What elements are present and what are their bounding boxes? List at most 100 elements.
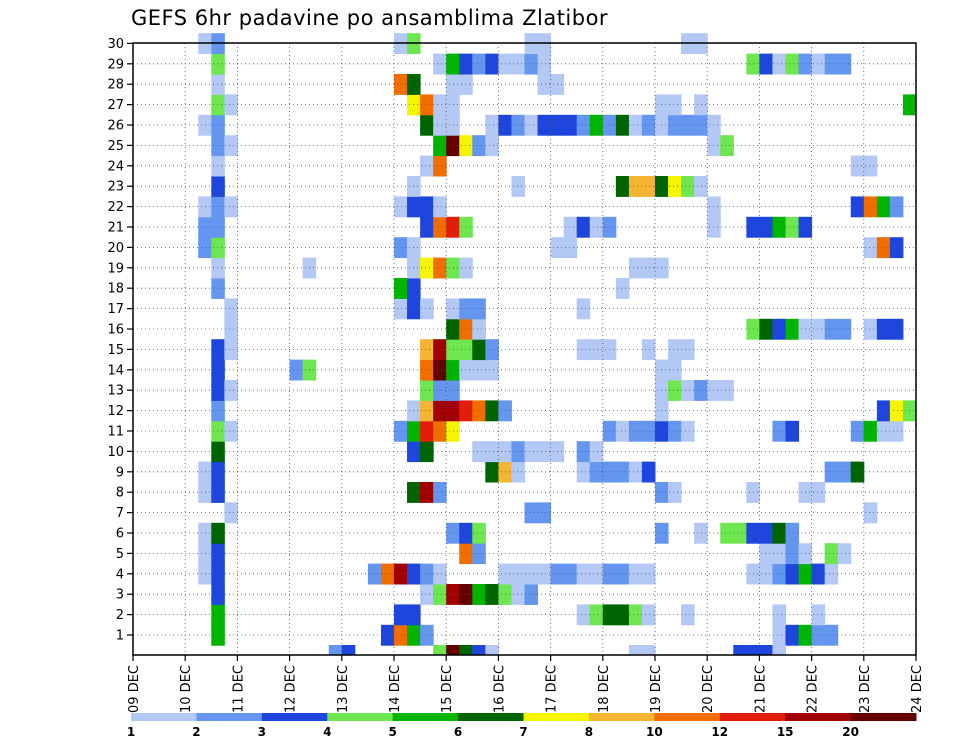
x-tick-label: 13 DEC — [336, 665, 351, 713]
heatmap-cell — [511, 563, 525, 585]
heatmap-cell — [615, 563, 630, 585]
heatmap-cell — [615, 604, 630, 626]
heatmap-cell — [420, 400, 434, 422]
heatmap-cell — [211, 624, 225, 646]
heatmap-cell — [524, 502, 539, 524]
heatmap-cell — [380, 624, 395, 646]
y-tick-label: 26 — [107, 119, 124, 134]
y-tick-label: 6 — [116, 527, 124, 542]
x-tick-label: 09 DEC — [127, 665, 142, 713]
heatmap-cell — [772, 420, 786, 442]
heatmap-cell — [681, 176, 695, 197]
heatmap-cell — [446, 53, 460, 75]
heatmap-cell — [459, 543, 473, 565]
heatmap-cell — [211, 522, 225, 544]
heatmap-cell — [380, 563, 395, 585]
y-tick-label: 20 — [107, 241, 124, 256]
heatmap-cell — [628, 420, 643, 442]
heatmap-cell — [811, 604, 826, 626]
heatmap-cell — [628, 176, 643, 197]
heatmap-cell — [641, 176, 656, 197]
heatmap-cell — [615, 420, 630, 442]
y-tick-label: 12 — [107, 404, 124, 419]
heatmap-cell — [511, 53, 525, 75]
heatmap-cell — [628, 645, 643, 655]
colorbar-swatch — [654, 713, 721, 721]
heatmap-cell — [876, 420, 891, 442]
heatmap-cell — [694, 380, 708, 401]
y-tick-label: 29 — [107, 57, 124, 72]
chart-title: GEFS 6hr padavine po ansamblima Zlatibor — [131, 6, 609, 30]
y-tick-label: 13 — [107, 384, 124, 399]
heatmap-cell — [746, 645, 760, 655]
heatmap-cell — [889, 420, 904, 442]
heatmap-cell — [459, 298, 473, 320]
heatmap-cell — [485, 339, 499, 361]
heatmap-cell — [446, 584, 460, 605]
heatmap-cell — [485, 400, 499, 422]
heatmap-cell — [576, 339, 591, 361]
heatmap-cell — [420, 155, 434, 177]
heatmap-cell — [485, 135, 499, 157]
heatmap-cell — [224, 502, 238, 524]
y-tick-label: 27 — [107, 98, 124, 113]
y-tick-label: 11 — [107, 425, 124, 440]
heatmap-cell — [889, 318, 904, 340]
heatmap-cell — [433, 257, 447, 279]
heatmap-cell — [563, 114, 578, 136]
heatmap-cell — [668, 482, 682, 503]
heatmap-cell — [472, 441, 486, 463]
heatmap-cell — [785, 318, 800, 340]
heatmap-cell — [394, 420, 408, 442]
heatmap-cell — [420, 196, 434, 218]
heatmap-cell — [576, 604, 591, 626]
heatmap-cell — [394, 278, 408, 299]
grid-lines — [133, 43, 916, 655]
heatmap-cell — [876, 237, 891, 259]
heatmap-cell — [511, 461, 525, 483]
y-tick-label: 18 — [107, 282, 124, 297]
heatmap-cell — [446, 400, 460, 422]
colorbar-label: 15 — [777, 725, 794, 739]
heatmap-cell — [628, 563, 643, 585]
heatmap-cell — [641, 420, 656, 442]
heatmap-cell — [511, 114, 525, 136]
heatmap-cell — [433, 216, 447, 238]
heatmap-cell — [211, 155, 225, 177]
heatmap-cell — [446, 522, 460, 544]
heatmap-cell — [472, 400, 486, 422]
heatmap-cell — [811, 318, 826, 340]
heatmap-cell — [576, 216, 591, 238]
heatmap-cell — [615, 461, 630, 483]
y-tick-label: 8 — [116, 486, 124, 501]
heatmap-cell — [211, 339, 225, 361]
colorbar-label: 3 — [258, 725, 266, 739]
heatmap-cell — [589, 114, 604, 136]
heatmap-cell — [537, 502, 552, 524]
heatmap-cell — [511, 176, 525, 197]
colorbar-label: 10 — [646, 725, 663, 739]
heatmap-cell — [224, 339, 238, 361]
heatmap-cell — [668, 380, 682, 401]
heatmap-cell — [863, 420, 878, 442]
heatmap-cell — [641, 257, 656, 279]
y-tick-label: 30 — [107, 37, 124, 52]
heatmap-cell — [615, 114, 630, 136]
heatmap-cell — [211, 461, 225, 483]
y-tick-label: 19 — [107, 261, 124, 276]
y-tick-label: 14 — [107, 363, 124, 378]
heatmap-cell — [485, 461, 499, 483]
colorbar-swatch — [131, 713, 197, 721]
heatmap-cell — [211, 359, 225, 381]
heatmap-cell — [394, 74, 408, 95]
x-tick-label: 23 DEC — [858, 665, 873, 713]
x-tick-label: 16 DEC — [492, 665, 507, 713]
heatmap-cell — [433, 563, 447, 585]
x-tick-label: 19 DEC — [649, 665, 664, 713]
heatmap-cell — [628, 604, 643, 626]
heatmap-cell — [772, 53, 786, 75]
heatmap-cell — [694, 114, 708, 136]
y-tick-label: 3 — [116, 588, 124, 603]
heatmap-cell — [446, 359, 460, 381]
heatmap-cell — [459, 257, 473, 279]
